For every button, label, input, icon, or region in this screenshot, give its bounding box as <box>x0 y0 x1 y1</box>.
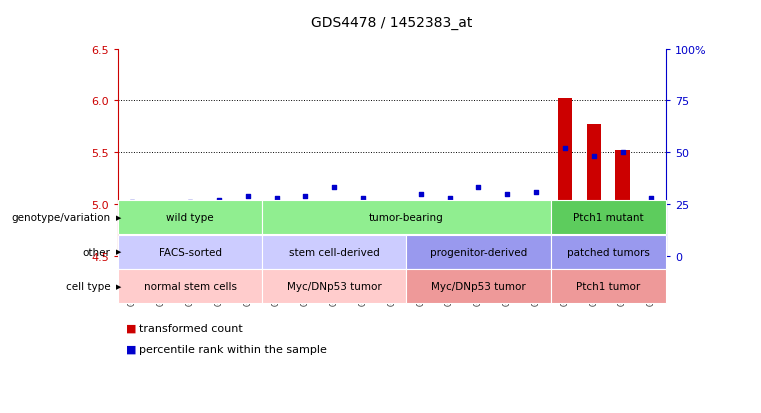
Bar <box>442 235 457 256</box>
Bar <box>212 251 226 256</box>
Text: genotype/variation: genotype/variation <box>11 212 110 222</box>
Point <box>444 195 456 202</box>
Point <box>386 203 398 210</box>
Bar <box>529 223 543 256</box>
Point <box>559 145 571 152</box>
Point <box>155 201 167 208</box>
Bar <box>413 211 428 256</box>
Text: tumor-bearing: tumor-bearing <box>369 212 444 222</box>
Bar <box>240 225 255 256</box>
Bar <box>500 223 514 256</box>
Bar <box>183 244 197 256</box>
Text: progenitor-derived: progenitor-derived <box>430 247 527 257</box>
Text: ▶: ▶ <box>116 214 121 220</box>
Text: wild type: wild type <box>166 212 214 222</box>
Text: patched tumors: patched tumors <box>567 247 650 257</box>
Bar <box>154 240 168 256</box>
Text: Ptch1 mutant: Ptch1 mutant <box>573 212 644 222</box>
Point <box>501 191 514 197</box>
Text: Ptch1 tumor: Ptch1 tumor <box>576 282 640 292</box>
Point <box>473 185 485 191</box>
Text: cell type: cell type <box>65 282 110 292</box>
Text: normal stem cells: normal stem cells <box>144 282 237 292</box>
Point <box>357 195 369 202</box>
Text: Myc/DNp53 tumor: Myc/DNp53 tumor <box>431 282 526 292</box>
Point <box>530 189 542 195</box>
Point <box>299 193 311 199</box>
Point <box>587 154 600 160</box>
Bar <box>645 240 659 256</box>
Point <box>213 197 225 204</box>
Text: GDS4478 / 1452383_at: GDS4478 / 1452383_at <box>311 16 473 30</box>
Bar <box>558 99 572 256</box>
Bar <box>616 151 630 256</box>
Point <box>645 195 658 202</box>
Point <box>126 199 139 206</box>
Point <box>328 185 340 191</box>
Point <box>184 199 196 206</box>
Point <box>242 193 254 199</box>
Bar <box>125 235 139 256</box>
Text: transformed count: transformed count <box>139 323 243 333</box>
Bar <box>269 233 284 256</box>
Point <box>415 191 427 197</box>
Bar <box>471 213 486 256</box>
Text: ▶: ▶ <box>116 284 121 290</box>
Text: other: other <box>82 247 110 257</box>
Text: stem cell-derived: stem cell-derived <box>289 247 380 257</box>
Text: ■: ■ <box>126 323 136 333</box>
Text: ▶: ▶ <box>116 249 121 255</box>
Bar <box>356 233 371 256</box>
Text: percentile rank within the sample: percentile rank within the sample <box>139 344 327 354</box>
Bar <box>327 202 342 256</box>
Point <box>616 150 629 156</box>
Bar <box>587 125 601 256</box>
Text: Myc/DNp53 tumor: Myc/DNp53 tumor <box>287 282 381 292</box>
Bar <box>385 248 399 256</box>
Bar <box>298 217 313 256</box>
Text: FACS-sorted: FACS-sorted <box>158 247 221 257</box>
Point <box>270 195 282 202</box>
Text: ■: ■ <box>126 344 136 354</box>
